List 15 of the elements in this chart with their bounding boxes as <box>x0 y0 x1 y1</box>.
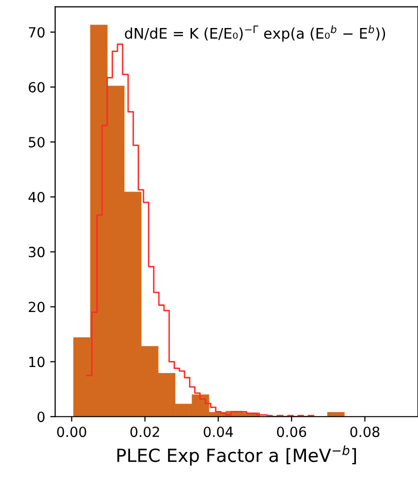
y-tick-label: 70 <box>28 27 45 38</box>
x-axis-title: PLEC Exp Factor a [MeV$^{−b}$] <box>117 445 356 466</box>
y-tick-label: 40 <box>28 192 45 202</box>
y-tick-label: 10 <box>29 356 45 368</box>
annotation: dN/dE = K (E/E₀)$^{−Γ}$ exp(a (E₀$^{b}$ − E$^{b}$)) <box>124 25 386 42</box>
x-tick-label: 0.06 <box>277 426 306 438</box>
x-tick-label: 0.08 <box>350 426 380 438</box>
x-tick-label: 0.02 <box>130 426 160 438</box>
y-tick-label: 60 <box>28 82 45 93</box>
y-tick-label: 30 <box>28 246 45 258</box>
x-tick-label: 0.00 <box>57 426 86 438</box>
y-tick-label: 50 <box>28 136 45 148</box>
y-tick-label: 20 <box>28 302 45 312</box>
x-tick-label: 0.04 <box>204 426 233 438</box>
y-tick-label: 0 <box>38 412 45 422</box>
